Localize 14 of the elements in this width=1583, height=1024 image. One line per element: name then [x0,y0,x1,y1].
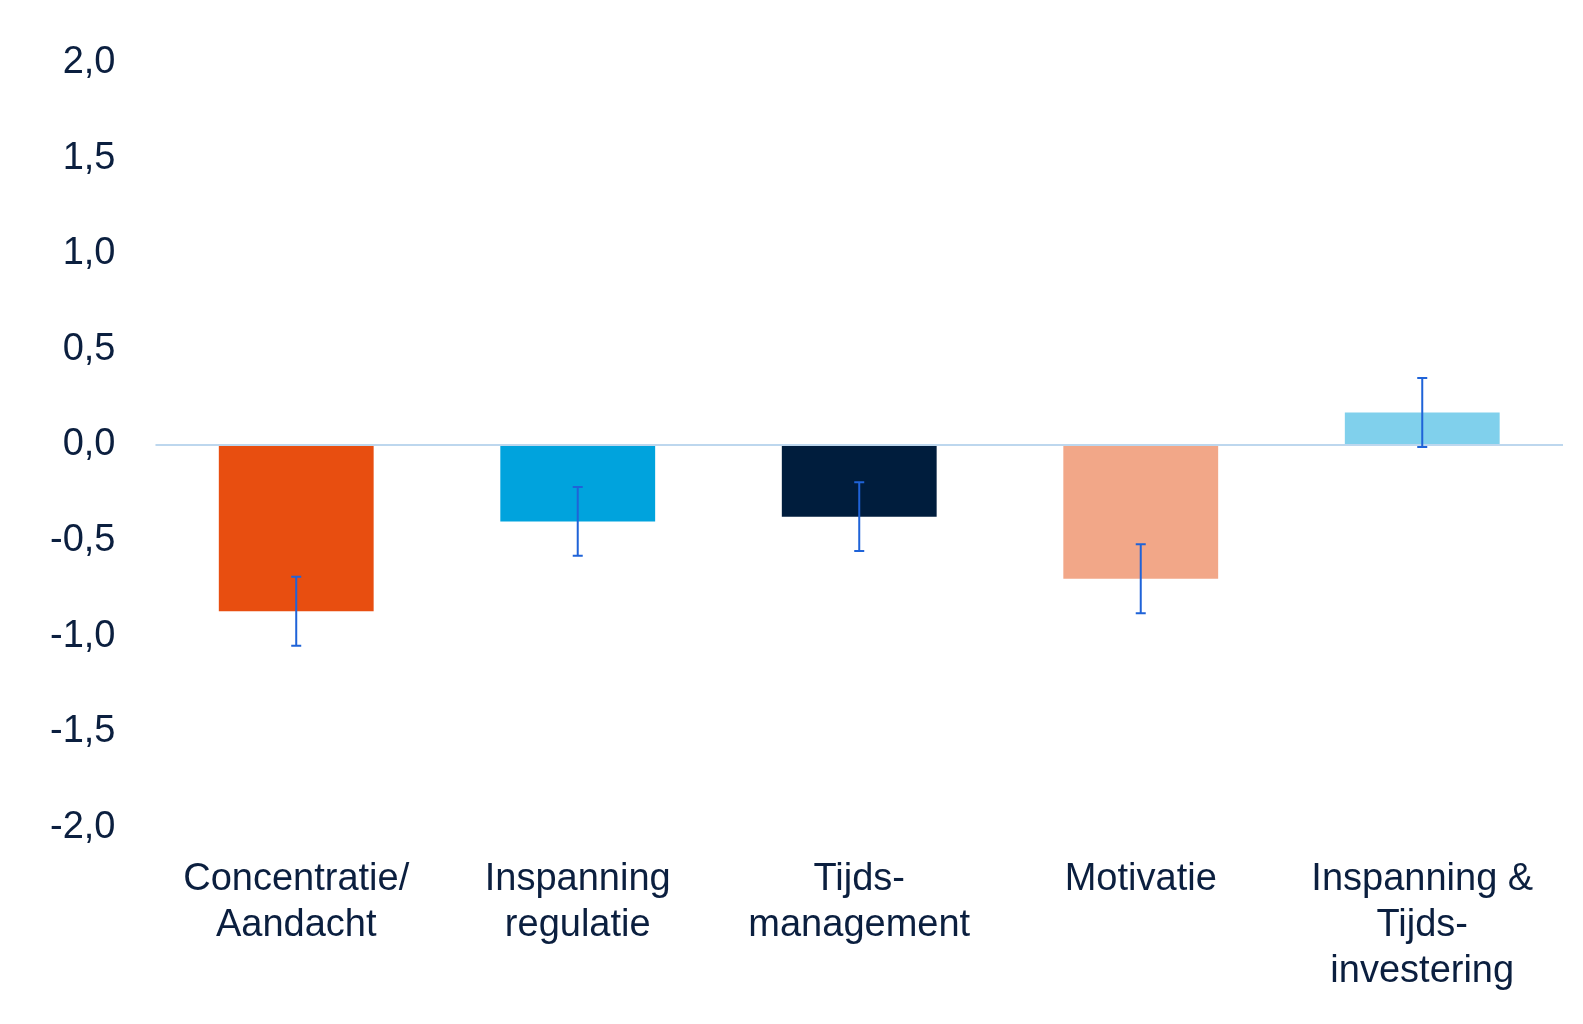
x-tick-label: Inspanning & Tijds- investering [1311,856,1534,990]
y-tick-label: 0,0 [62,421,116,464]
y-tick-label: 1,5 [62,134,116,177]
y-tick-label: 2,0 [62,39,116,82]
x-tick-label: Inspanning regulatie [484,856,671,945]
x-tick-label: Tijds- management [748,856,971,945]
y-tick-label: -2,0 [50,803,116,846]
y-tick-label: -1,5 [50,708,116,751]
x-tick-label: Concentratie/ Aandacht [183,856,410,945]
y-tick-label: 1,0 [62,230,116,273]
y-tick-label: 0,5 [62,325,116,368]
y-tick-label: -0,5 [50,517,116,560]
x-tick-label: Motivatie [1064,856,1217,899]
y-tick-label: -1,0 [50,612,116,655]
